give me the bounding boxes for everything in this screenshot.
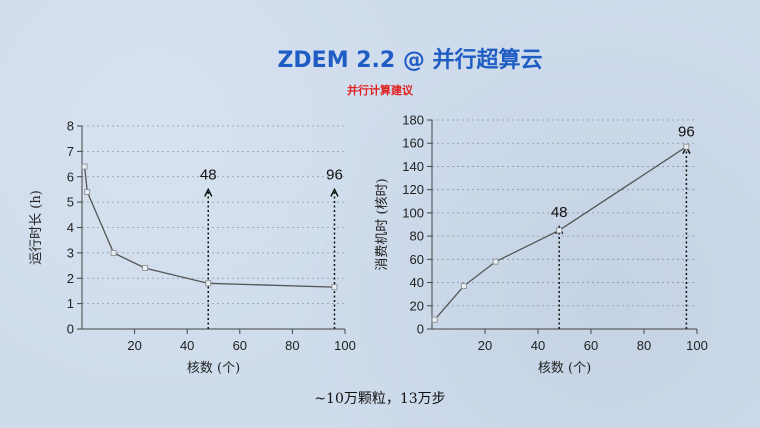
y-tick-label: 4 [67,220,74,235]
page-subtitle: 并行计算建议 [347,84,413,97]
y-tick-label: 40 [410,275,424,290]
annotation-arrow-head [204,187,213,197]
series-line [83,166,335,288]
y-tick-label: 160 [402,136,424,151]
y-tick-label: 80 [410,229,424,244]
x-tick-label: 100 [686,338,708,353]
data-point [142,265,149,272]
y-tick-label: 180 [402,113,424,128]
caption: ~10万颗粒，13万步 [314,391,446,407]
y-tick-label: 20 [410,298,424,313]
data-point [331,284,338,291]
data-point [110,249,117,256]
data-point [431,316,438,323]
chart-1: 0 1 2 3 4 5 6 7 8 20 40 60 80 100 核数 (个) 运行时长 (h) 48 96 [29,119,356,377]
x-axis-label: 核数 (个) [538,361,591,376]
annotation-arrow-head [330,187,339,197]
data-point [84,189,91,195]
x-tick-label: 20 [478,338,492,353]
y-tick-label: 120 [402,182,424,197]
data-point [556,227,563,234]
annotation-label: 96 [678,124,695,141]
y-tick-label: 5 [67,195,74,210]
series-line [434,146,687,321]
y-tick-label: 0 [417,322,424,337]
page-title: ZDEM 2.2 @ 并行超算云 [277,48,543,73]
y-tick-label: 3 [67,245,74,260]
x-tick-label: 20 [127,338,141,353]
annotation-label: 48 [551,204,568,221]
data-point [205,280,212,287]
y-tick-label: 7 [67,144,74,159]
x-tick-label: 100 [334,338,356,353]
annotation-label: 96 [326,166,343,183]
y-tick-label: 100 [402,205,424,220]
data-point [460,283,467,289]
x-tick-label: 60 [584,338,598,353]
data-point [81,163,88,170]
x-tick-label: 60 [233,338,247,353]
y-tick-label: 0 [67,322,74,337]
y-tick-label: 8 [67,119,74,134]
data-point [492,258,499,265]
y-tick-label: 1 [67,296,74,311]
annotation-label: 48 [200,166,217,183]
y-tick-label: 60 [410,252,424,267]
x-tick-label: 40 [531,338,545,353]
y-tick-label: 6 [67,169,74,184]
data-point [683,143,690,150]
x-tick-label: 40 [180,338,194,353]
x-tick-label: 80 [285,338,299,353]
y-axis-label: 消费机时 (核时) [375,178,390,270]
chart-2: 0 20 40 60 80 100 120 140 160 180 20 40 60 80 100 核数 (个… [375,113,708,377]
y-axis-label: 运行时长 (h) [29,190,44,265]
x-axis-label: 核数 (个) [187,361,240,376]
y-tick-label: 140 [402,159,424,174]
y-tick-label: 2 [67,271,74,286]
x-tick-label: 80 [637,338,651,353]
